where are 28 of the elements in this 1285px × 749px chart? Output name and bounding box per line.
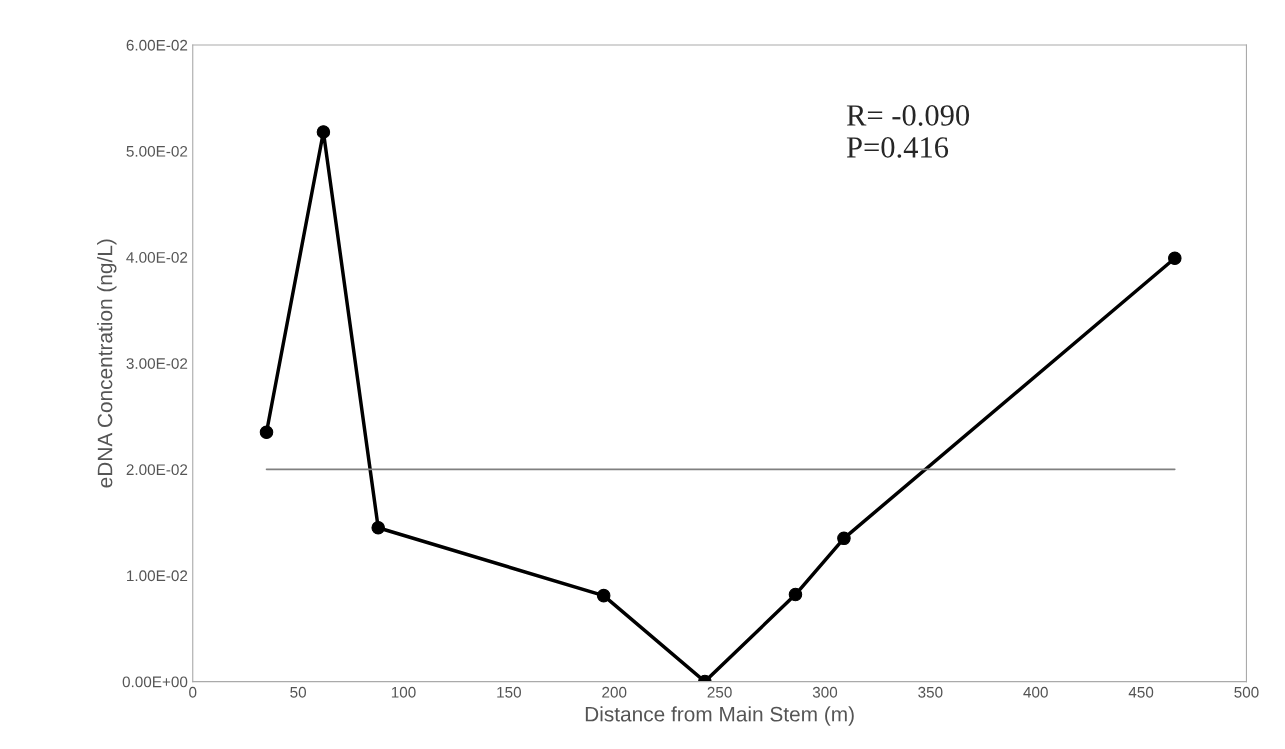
- point: [371, 520, 385, 535]
- y-tick-label: 0.00E+00: [122, 676, 188, 688]
- point: [596, 588, 611, 603]
- x-tick-label: 350: [918, 686, 943, 698]
- point: [316, 125, 331, 139]
- y-axis-title: eDNA Concentration (ng/L): [97, 239, 117, 488]
- point: [1168, 251, 1182, 265]
- x-tick-label: 500: [1234, 686, 1259, 698]
- x-tick-label: 200: [602, 686, 627, 698]
- x-tick-label: 250: [707, 686, 732, 698]
- x-tick-label: 100: [391, 686, 416, 698]
- point: [837, 531, 851, 546]
- point: [788, 587, 803, 602]
- y-tick-label: 2.00E-02: [126, 464, 188, 476]
- annotation: R= -0.090 P=0.416: [846, 105, 970, 158]
- x-axis-title: Distance from Main Stem (m): [585, 706, 854, 726]
- y-tick-label: 3.00E-02: [126, 358, 188, 369]
- x-tick-label: 300: [812, 686, 838, 698]
- y-tick-label: 6.00E-02: [126, 39, 188, 51]
- y-tick-label: 1.00E-02: [127, 570, 188, 582]
- y-tick-label: 5.00E-02: [126, 145, 188, 157]
- x-tick-label: 50: [290, 686, 307, 698]
- x-tick-label: 0: [189, 686, 197, 698]
- x-tick-label: 450: [1128, 686, 1154, 698]
- point: [259, 425, 274, 440]
- x-tick-label: 150: [497, 686, 522, 698]
- y-tick-label: 4.00E-02: [126, 252, 188, 263]
- x-tick-label: 400: [1023, 686, 1048, 698]
